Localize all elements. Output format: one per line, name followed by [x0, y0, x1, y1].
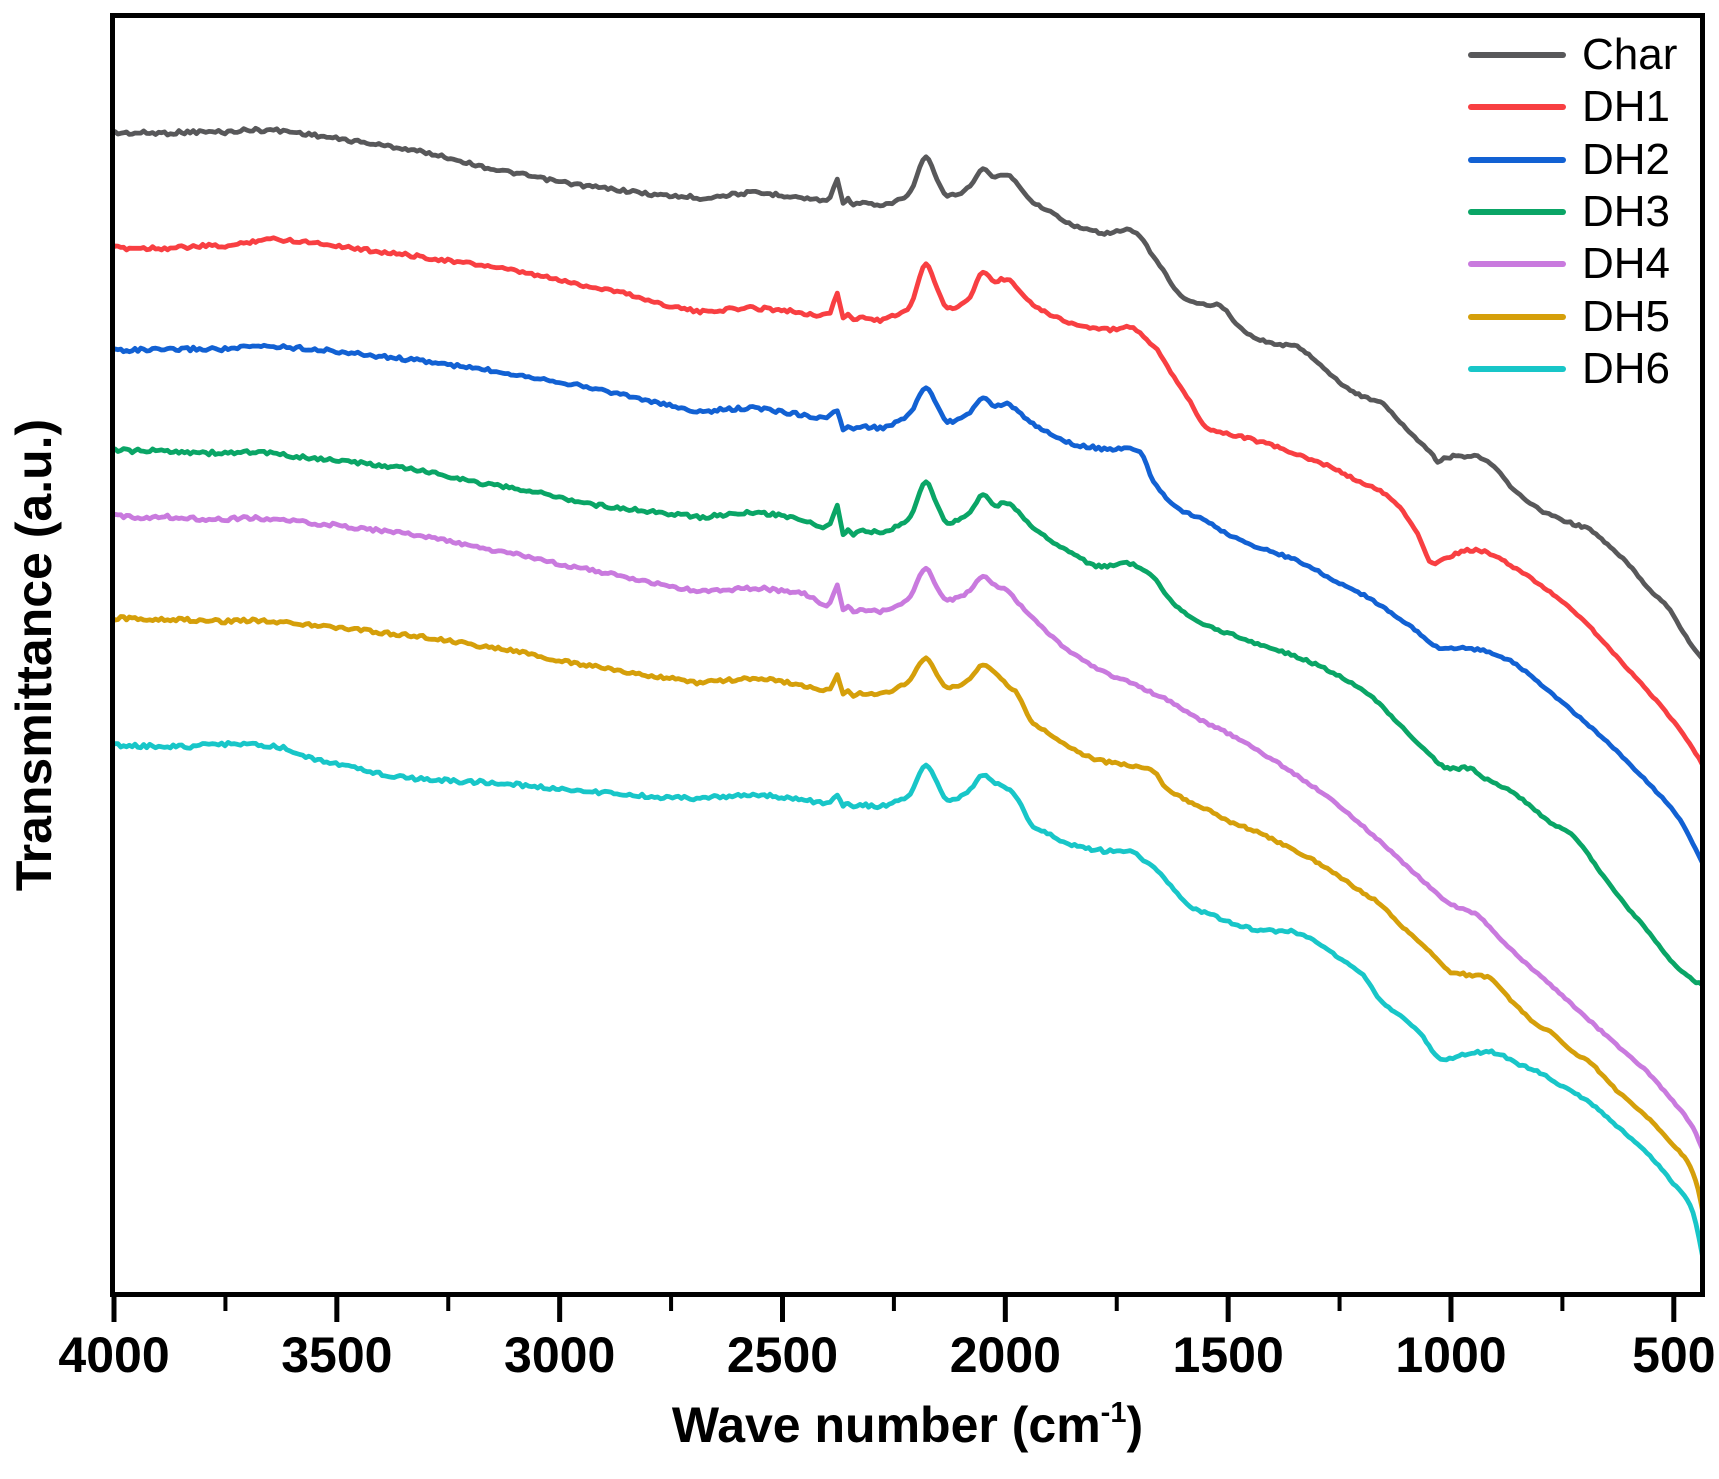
legend-item-char: Char: [1468, 29, 1677, 81]
x-tick-label-1000: 1000: [1395, 1327, 1506, 1383]
x-tick-label-1500: 1500: [1173, 1327, 1284, 1383]
x-axis-title: Wave number (cm-1): [110, 1396, 1705, 1454]
legend-line-swatch: [1468, 156, 1566, 163]
legend-item-dh6: DH6: [1468, 343, 1677, 395]
series-line-dh5: [113, 614, 1702, 1222]
x-tick-label-3500: 3500: [281, 1327, 392, 1383]
x-axis-tick-labels: 4000 3500 3000 2500 2000 1500 1000 500: [58, 1327, 1715, 1383]
legend-label: DH4: [1582, 239, 1671, 289]
legend-label: DH6: [1582, 343, 1671, 393]
x-tick-label-2500: 2500: [727, 1327, 838, 1383]
x-tick-label-3000: 3000: [504, 1327, 615, 1383]
legend-item-dh2: DH2: [1468, 134, 1677, 186]
x-axis-title-superscript: -1: [1100, 1397, 1127, 1430]
x-axis-ticks: [111, 1297, 1677, 1322]
x-tick-label-500: 500: [1632, 1327, 1715, 1383]
legend-label: DH5: [1582, 291, 1671, 341]
series-line-dh6: [113, 740, 1702, 1266]
axis-frame: [110, 13, 1705, 1297]
legend-item-dh3: DH3: [1468, 186, 1677, 238]
legend-line-swatch: [1468, 209, 1566, 216]
x-tick-label-4000: 4000: [58, 1327, 169, 1383]
legend-item-dh1: DH1: [1468, 81, 1677, 133]
x-axis-title-close: ): [1126, 1397, 1144, 1453]
legend-item-dh4: DH4: [1468, 238, 1677, 290]
series-line-dh3: [113, 446, 1702, 988]
spectra-curves: [113, 125, 1702, 1266]
legend-line-swatch: [1468, 52, 1566, 59]
legend-line-swatch: [1468, 261, 1566, 268]
legend-label: Char: [1582, 30, 1678, 80]
x-axis-title-text: Wave number (cm: [671, 1397, 1101, 1453]
legend-item-dh5: DH5: [1468, 290, 1677, 342]
series-line-char: [113, 125, 1702, 663]
series-line-dh1: [113, 235, 1702, 768]
x-tick-label-2000: 2000: [950, 1327, 1061, 1383]
legend-line-swatch: [1468, 365, 1566, 372]
legend-label: DH3: [1582, 187, 1671, 237]
series-line-dh2: [113, 342, 1702, 868]
y-axis-title: Transmittance (a.u.): [6, 418, 62, 892]
legend-label: DH2: [1582, 134, 1671, 184]
legend-label: DH1: [1582, 82, 1671, 132]
legend: Char DH1 DH2 DH3 DH4 DH5 DH6: [1468, 29, 1677, 395]
legend-line-swatch: [1468, 104, 1566, 111]
legend-line-swatch: [1468, 313, 1566, 320]
series-line-dh4: [113, 511, 1702, 1155]
